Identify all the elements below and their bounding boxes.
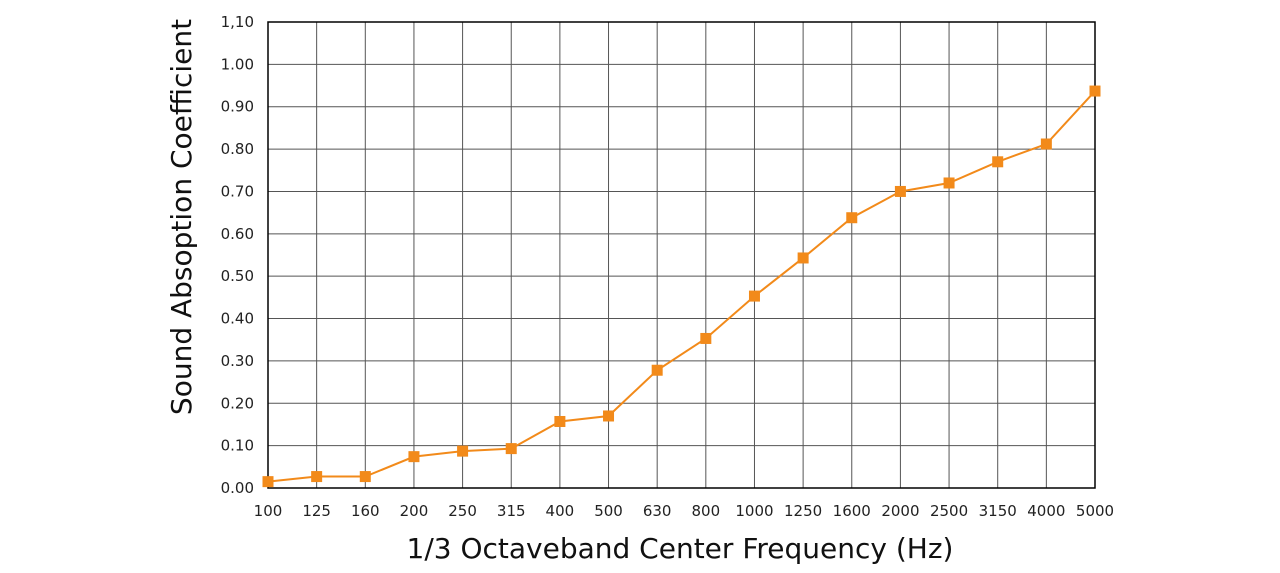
data-point-marker [992,156,1004,168]
x-tick-label: 800 [692,502,721,520]
y-tick-label: 0.00 [221,479,254,497]
x-tick-label: 125 [302,502,331,520]
y-tick-label: 0.40 [221,310,254,328]
y-tick-labels: 0.00 0.10 0.20 0.30 0.40 0.50 0.60 0.70 0.80 0.90… [221,13,254,497]
x-tick-label: 1600 [833,502,871,520]
y-tick-label: 1,10 [221,13,254,31]
data-point-marker [262,476,274,488]
x-tick-label: 3150 [979,502,1017,520]
y-tick-label: 0.20 [221,394,254,412]
x-tick-label: 200 [400,502,429,520]
x-axis-title: 1/3 Octaveband Center Frequency (Hz) [407,532,954,565]
x-tick-label: 400 [546,502,575,520]
x-tick-label: 1250 [784,502,822,520]
series-line [267,90,1096,483]
data-point-marker [894,185,906,197]
x-tick-label: 2500 [930,502,968,520]
data-point-marker [846,212,858,224]
x-tick-label: 630 [643,502,672,520]
data-point-marker [748,290,760,302]
data-point-marker [603,410,615,422]
data-point-marker [359,471,371,483]
y-tick-label: 1.00 [221,55,254,73]
data-point-marker [700,332,712,344]
data-point-marker [457,445,469,457]
data-point-marker [651,364,663,376]
y-tick-label: 0.80 [221,140,254,158]
y-axis-title: Sound Absoption Coefficient [165,19,198,415]
x-tick-label: 315 [497,502,526,520]
plot-area [262,85,1101,488]
x-tick-label: 5000 [1076,502,1114,520]
x-tick-labels: 100 125 160 200 250 315 400 500 630 800 1000 1250 16… [254,502,1114,520]
x-tick-label: 500 [594,502,623,520]
data-point-marker [554,415,566,427]
data-point-marker [408,451,420,463]
data-point-marker [311,471,323,483]
y-tick-label: 0.90 [221,98,254,116]
plot-frame [267,21,1096,489]
data-point-marker [1040,138,1052,150]
data-point-marker [943,177,955,189]
data-point-marker [505,443,517,455]
grid [267,21,1096,489]
y-tick-label: 0.50 [221,267,254,285]
y-tick-label: 0.10 [221,437,254,455]
x-tick-label: 100 [254,502,283,520]
x-tick-label: 160 [351,502,380,520]
x-tick-label: 2000 [881,502,919,520]
x-tick-label: 4000 [1027,502,1065,520]
x-tick-label: 1000 [735,502,773,520]
x-tick-label: 250 [448,502,477,520]
y-tick-label: 0.60 [221,225,254,243]
y-tick-label: 0.70 [221,182,254,200]
y-tick-label: 0.30 [221,352,254,370]
data-point-marker [1089,85,1101,97]
data-point-marker [797,252,809,264]
